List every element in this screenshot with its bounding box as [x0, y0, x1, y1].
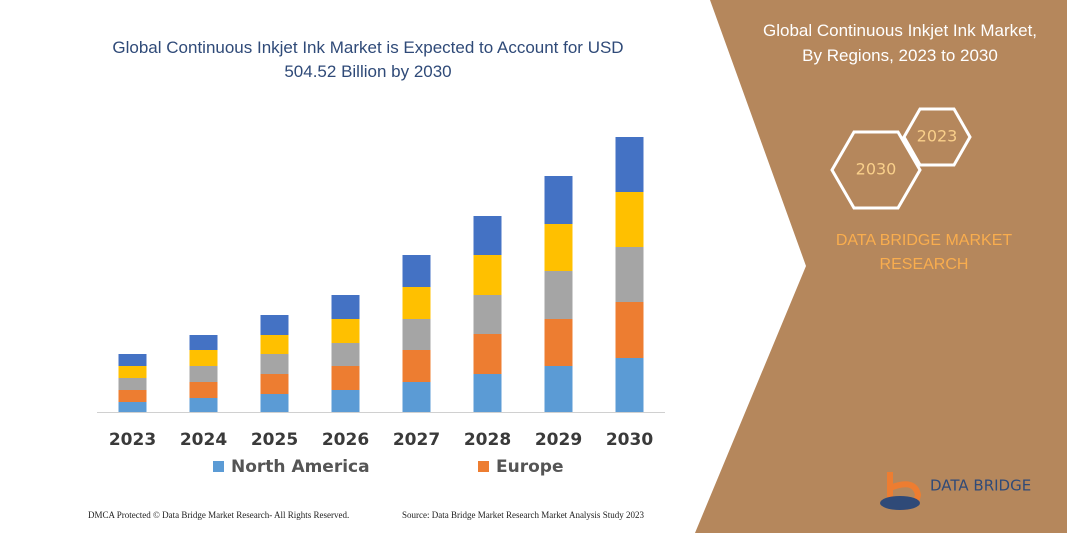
legend-label: North America — [231, 457, 370, 477]
bar-segment — [118, 354, 147, 366]
legend-label: Europe — [496, 457, 563, 477]
x-tick-label: 2023 — [109, 430, 156, 450]
bar-segment — [473, 295, 502, 334]
bar-segment — [544, 224, 573, 271]
bar-segment — [331, 366, 360, 390]
bar-segment — [260, 335, 289, 354]
year-start: 2023 — [917, 127, 958, 146]
bar-segment — [331, 390, 360, 412]
x-tick-label: 2024 — [180, 430, 227, 450]
year-end: 2030 — [856, 160, 897, 179]
x-tick-label: 2028 — [464, 430, 511, 450]
bar-segment — [473, 216, 502, 255]
bar-segment — [331, 295, 360, 319]
bar-segment — [260, 354, 289, 374]
bar-segment — [402, 287, 431, 319]
bar-segment — [544, 271, 573, 319]
bar-segment — [544, 319, 573, 366]
bar-segment — [189, 350, 218, 366]
bar-segment — [473, 334, 502, 374]
bar-segment — [260, 374, 289, 394]
hexagon — [830, 130, 922, 210]
x-tick-label: 2026 — [322, 430, 369, 450]
bar-segment — [402, 382, 431, 412]
bar-segment — [331, 343, 360, 366]
bar-segment — [260, 315, 289, 335]
x-tick-label: 2029 — [535, 430, 582, 450]
brand-text: DATA BRIDGE MARKET RESEARCH — [835, 232, 1013, 273]
bar-segment — [189, 366, 218, 382]
bar-segment — [402, 319, 431, 350]
bar-segment — [615, 358, 644, 412]
bar-segment — [473, 374, 502, 412]
bar-segment — [473, 255, 502, 295]
bar-segment — [615, 192, 644, 247]
bar-segment — [544, 366, 573, 412]
bar-segment — [331, 319, 360, 343]
bar-segment — [189, 335, 218, 350]
panel-title: Global Continuous Inkjet Ink Market, By … — [762, 21, 1038, 65]
side-panel-bg — [695, 0, 1067, 533]
bar-segment — [118, 366, 147, 378]
bar-segment — [544, 176, 573, 224]
logo-mark — [880, 496, 920, 510]
footer-left: DMCA Protected © Data Bridge Market Rese… — [88, 510, 349, 520]
hexagon — [902, 107, 972, 167]
bar-segment — [189, 398, 218, 412]
bar-segment — [615, 302, 644, 358]
logo-text: DATA BRIDGE — [930, 477, 1031, 495]
bar-segment — [402, 350, 431, 382]
chart-title: Global Continuous Inkjet Ink Market is E… — [112, 38, 624, 81]
bar-segment — [402, 255, 431, 287]
bar-segment — [615, 137, 644, 192]
bar-segment — [260, 394, 289, 412]
x-tick-label: 2030 — [606, 430, 653, 450]
x-tick-label: 2025 — [251, 430, 298, 450]
legend-swatch — [213, 461, 224, 472]
bar-segment — [118, 390, 147, 402]
x-tick-label: 2027 — [393, 430, 440, 450]
bar-segment — [189, 382, 218, 398]
bar-segment — [118, 402, 147, 412]
bar-segment — [615, 247, 644, 302]
legend-swatch — [478, 461, 489, 472]
bar-segment — [118, 378, 147, 390]
footer-right: Source: Data Bridge Market Research Mark… — [402, 510, 644, 520]
